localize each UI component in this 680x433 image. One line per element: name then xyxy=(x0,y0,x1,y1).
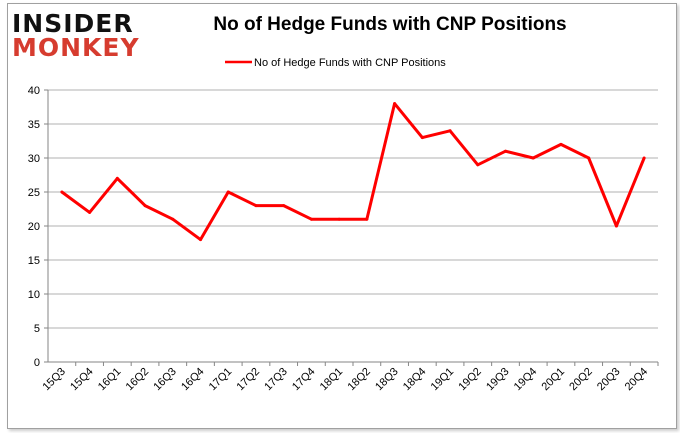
x-tick-label: 17Q2 xyxy=(235,366,263,394)
data-point xyxy=(559,142,563,146)
legend-label: No of Hedge Funds with CNP Positions xyxy=(254,57,446,69)
x-tick-label: 20Q1 xyxy=(540,366,568,394)
data-point xyxy=(88,210,92,214)
data-point xyxy=(309,217,313,221)
x-tick-label: 18Q2 xyxy=(345,366,373,394)
x-tick-label: 16Q2 xyxy=(124,366,152,394)
x-tick-label: 20Q3 xyxy=(595,366,623,394)
y-tick-label: 20 xyxy=(28,221,40,233)
x-tick-label: 19Q4 xyxy=(512,366,540,394)
x-tick-label: 18Q4 xyxy=(401,366,429,394)
x-tick-label: 15Q4 xyxy=(68,366,96,394)
x-tick-label: 17Q1 xyxy=(207,366,235,394)
data-point xyxy=(226,190,230,194)
data-point xyxy=(199,238,202,242)
chart-frame xyxy=(7,3,677,429)
data-point xyxy=(614,224,618,228)
data-point xyxy=(476,163,480,167)
x-tick-label: 20Q4 xyxy=(623,366,651,394)
x-tick-label: 17Q3 xyxy=(262,366,290,394)
y-tick-label: 30 xyxy=(28,153,40,165)
data-point xyxy=(282,204,286,208)
data-point xyxy=(337,217,341,221)
x-tick-label: 20Q2 xyxy=(567,366,595,394)
data-point xyxy=(393,102,397,106)
data-point xyxy=(531,156,535,160)
data-point xyxy=(254,204,258,208)
logo-line1: INSIDER xyxy=(12,9,134,38)
y-tick-label: 40 xyxy=(28,85,40,97)
x-tick-label: 16Q1 xyxy=(96,366,124,394)
y-tick-label: 0 xyxy=(34,357,40,369)
data-point xyxy=(115,176,119,180)
y-tick-label: 10 xyxy=(28,289,40,301)
series-line xyxy=(60,102,646,242)
logo-line2: MONKEY xyxy=(12,33,140,62)
x-tick-label: 16Q3 xyxy=(151,366,179,394)
x-tick-label: 18Q3 xyxy=(373,366,401,394)
y-tick-label: 35 xyxy=(28,119,40,131)
data-point xyxy=(587,156,591,160)
x-tick-label: 16Q4 xyxy=(179,366,207,394)
data-point xyxy=(143,204,147,208)
y-tick-label: 5 xyxy=(34,323,40,335)
y-tick-label: 25 xyxy=(28,187,40,199)
y-tick-label: 15 xyxy=(28,255,40,267)
data-point xyxy=(504,149,507,153)
insider-monkey-logo: INSIDER MONKEY xyxy=(12,9,140,62)
x-tick-label: 19Q2 xyxy=(456,366,484,394)
data-point xyxy=(448,129,452,133)
data-point xyxy=(365,217,369,221)
data-point xyxy=(642,156,646,160)
data-point xyxy=(171,217,175,221)
x-tick-label: 18Q1 xyxy=(318,366,346,394)
x-tick-label: 19Q1 xyxy=(429,366,457,394)
x-tick-label: 17Q4 xyxy=(290,366,318,394)
x-tick-label: 19Q3 xyxy=(484,366,512,394)
data-point xyxy=(60,190,64,194)
data-point xyxy=(420,136,424,140)
chart-title: No of Hedge Funds with CNP Positions xyxy=(213,14,567,35)
x-tick-label: 15Q3 xyxy=(40,366,68,394)
